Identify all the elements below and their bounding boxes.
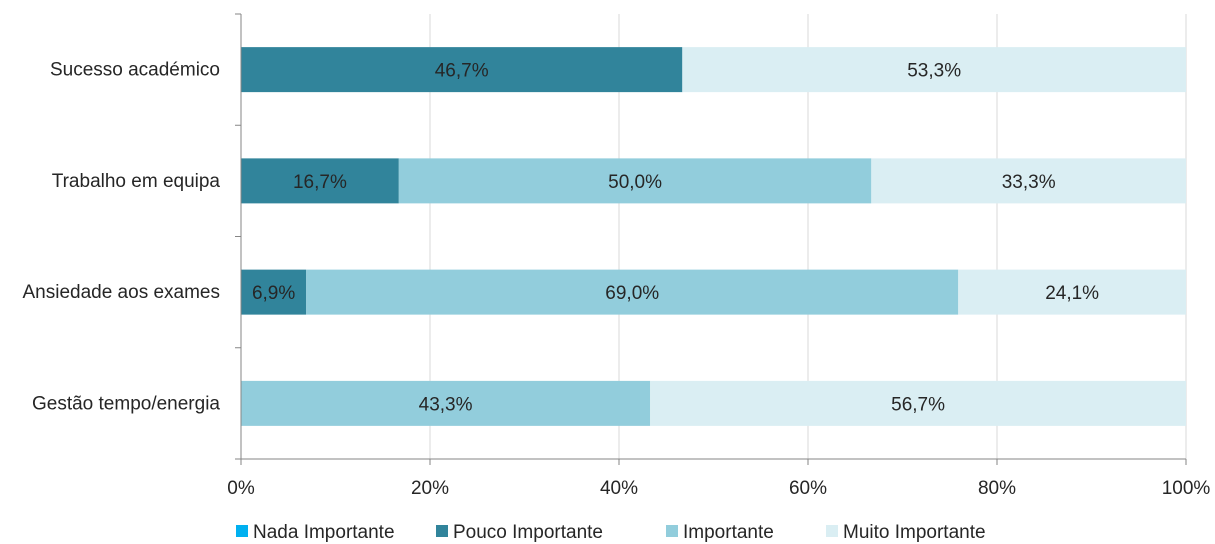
- bar-segment: [241, 47, 683, 93]
- data-label: 33,3%: [1002, 172, 1056, 193]
- legend-swatch: [436, 525, 448, 537]
- data-label: 53,3%: [907, 61, 961, 82]
- x-tick-labels: 0% 20% 40% 60% 80% 100%: [227, 478, 1210, 499]
- bar-segment: [650, 380, 1186, 426]
- x-tick-label: 80%: [978, 478, 1016, 499]
- bar-segment: [682, 47, 1186, 93]
- data-label: 50,0%: [608, 172, 662, 193]
- bar-segment: [398, 158, 872, 204]
- category-label: Trabalho em equipa: [52, 171, 221, 192]
- bar-segment: [306, 269, 959, 315]
- data-label: 6,9%: [252, 283, 295, 304]
- x-tick-label: 40%: [600, 478, 638, 499]
- legend-swatch: [666, 525, 678, 537]
- data-label: 16,7%: [293, 172, 347, 193]
- legend-label: Nada Importante: [253, 522, 395, 543]
- x-tick-label: 60%: [789, 478, 827, 499]
- bar-segment: [871, 158, 1186, 204]
- legend-swatch: [826, 525, 838, 537]
- data-label: 69,0%: [605, 283, 659, 304]
- data-label: 43,3%: [419, 394, 473, 415]
- data-label: 24,1%: [1045, 283, 1099, 304]
- legend-label: Muito Importante: [843, 522, 986, 543]
- x-tick-label: 20%: [411, 478, 449, 499]
- bar-segment: [958, 269, 1186, 315]
- category-label: Gestão tempo/energia: [32, 393, 220, 414]
- legend-label: Importante: [683, 522, 774, 543]
- data-label: 46,7%: [435, 61, 489, 82]
- bars: 46,7% 53,3% 16,7% 50,0% 33,3% 6,9% 69,0% 24,1% 4…: [241, 47, 1186, 426]
- bar-segment: [241, 269, 307, 315]
- bar-segment: [241, 380, 651, 426]
- category-labels: Sucesso académico Trabalho em equipa Ansie…: [22, 60, 220, 415]
- legend: Nada Importante Pouco Importante Important…: [236, 522, 986, 543]
- legend-label: Pouco Importante: [453, 522, 603, 543]
- x-tick-label: 100%: [1162, 478, 1211, 499]
- category-label: Sucesso académico: [50, 60, 220, 81]
- axes: [235, 13, 1187, 465]
- bar-segment: [241, 158, 399, 204]
- legend-swatch: [236, 525, 248, 537]
- x-tick-label: 0%: [227, 478, 255, 499]
- data-label: 56,7%: [891, 394, 945, 415]
- category-label: Ansiedade aos exames: [22, 282, 220, 303]
